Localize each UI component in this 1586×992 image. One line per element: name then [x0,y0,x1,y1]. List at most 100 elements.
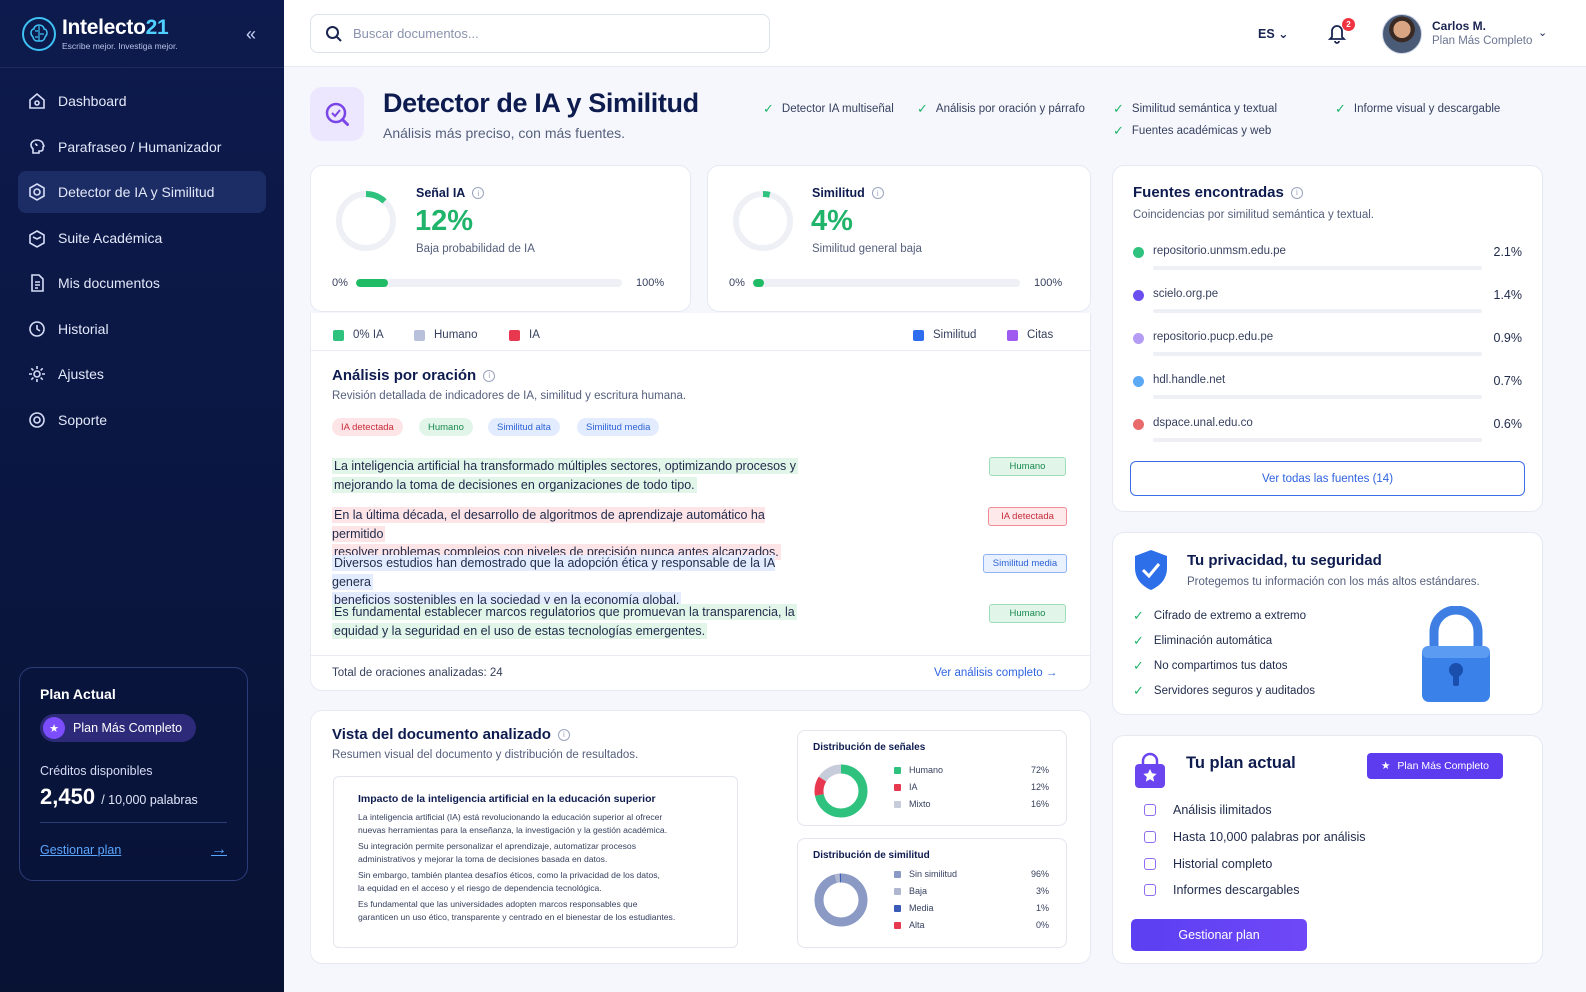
ai-signal-desc: Baja probabilidad de IA [416,243,535,255]
user-name[interactable]: Carlos M. [1432,19,1487,33]
sidebar-item-label: Mis documentos [58,275,160,291]
chip-ai-detected[interactable]: IA detectada [332,418,403,436]
shield-check-icon [1135,550,1167,590]
brain-icon [26,136,48,158]
sentence-item[interactable]: Es fundamental establecer marcos regulat… [332,604,797,639]
chip-similarity-high[interactable]: Similitud alta [488,418,560,436]
divider [311,350,1090,351]
source-dot-icon [1133,419,1144,430]
plan-badge: ★ Plan Más Completo [40,714,197,742]
plan-feature: Análisis ilimitados [1144,803,1272,817]
ai-signal-value: 12% [415,205,474,237]
analysis-title: Análisis por oración i [332,367,496,384]
arrow-right-icon: → [211,841,227,858]
chip-human[interactable]: Humano [419,418,473,436]
brand[interactable]: Intelecto21 Escribe mejor. Investiga mej… [22,16,178,51]
source-dot-icon [1133,290,1144,301]
analysis-subtitle: Revisión detallada de indicadores de IA,… [332,390,687,402]
doc-view-subtitle: Resumen visual del documento y distribuc… [332,749,639,761]
sidebar-item-label: Suite Académica [58,229,163,246]
sentence-tag-ai: IA detectada [988,507,1067,526]
feature-icon [1144,804,1156,816]
check-icon: ✓ [1113,123,1124,138]
sentence-item[interactable]: Diversos estudios han demostrado que la … [332,555,776,608]
sources-card [1112,165,1543,512]
topbar: ES ⌄ 2 Carlos M. Plan Más Completo ⌄ [284,0,1586,67]
sentence-item[interactable]: La inteligencia artificial ha transforma… [332,458,799,493]
doc-view-title: Vista del documento analizado i [332,726,570,743]
search-icon [326,25,342,42]
sidebar-item-label: Parafraseo / Humanizador [58,138,222,155]
sidebar-item-support[interactable]: Soporte [18,399,266,441]
donut-segment [814,873,868,927]
plan-feature: Hasta 10,000 palabras por análisis [1144,830,1365,844]
sentence-tag-similarity: Similitud media [983,554,1067,573]
sidebar-item-paraphrase[interactable]: Parafraseo / Humanizador [18,126,266,168]
credits-label: Créditos disponibles [40,764,153,778]
legend-human: Humano [414,329,477,341]
donut-segment [814,764,868,818]
sidebar-item-documents[interactable]: Mis documentos [18,262,266,304]
divider [311,655,1090,656]
sim-bar-min: 0% [729,277,745,289]
user-menu-chevron-icon[interactable]: ⌄ [1538,27,1548,39]
brand-name: Intelecto21 [62,16,169,39]
home-icon [26,90,48,112]
view-all-sources-button[interactable]: Ver todas las fuentes (14) [1130,461,1525,496]
sidebar-item-settings[interactable]: Ajustes [18,353,266,395]
avatar[interactable] [1382,14,1422,54]
sidebar-item-academic-suite[interactable]: Suite Académica [18,217,266,259]
doc-preview-title: Impacto de la inteligencia artificial en… [358,793,656,805]
view-full-analysis-link[interactable]: Ver análisis completo → [934,667,1058,679]
info-icon: i [871,187,884,199]
manage-plan-link[interactable]: Gestionar plan → [40,841,227,858]
sidebar-item-label: Dashboard [58,93,127,109]
notification-count-badge: 2 [1342,18,1355,31]
ai-signal-ring-fill [336,191,396,251]
star-icon: ★ [1380,760,1391,772]
search-box[interactable] [310,14,770,53]
sidebar-item-label: Historial [58,320,109,337]
document-icon [26,272,48,294]
sim-progress-fill [753,279,764,287]
notifications-button[interactable]: 2 [1326,18,1355,46]
doc-paragraph: Es fundamental que las universidades ado… [358,899,676,922]
sim-row-low: Baja 3% [894,886,1049,896]
star-icon: ★ [43,717,65,739]
sidebar-item-detector[interactable]: Detector de IA y Similitud [18,171,266,213]
sidebar-item-dashboard[interactable]: Dashboard [18,80,266,122]
plan-feature: Historial completo [1144,857,1272,871]
check-icon: ✓ [917,101,928,116]
search-input[interactable] [353,26,733,41]
manage-plan-button[interactable]: Gestionar plan [1131,919,1307,951]
doc-paragraph: La inteligencia artificial (IA) está rev… [358,812,668,835]
sim-row-high: Alta 0% [894,920,1049,930]
plan-card-title: Plan Actual [40,686,116,702]
document-preview[interactable]: Impacto de la inteligencia artificial en… [333,776,738,948]
collapse-sidebar-button[interactable]: « [246,24,257,44]
chip-similarity-medium[interactable]: Similitud media [577,418,660,436]
language-selector[interactable]: ES ⌄ [1258,27,1289,41]
sidebar-item-history[interactable]: Historial [18,308,266,350]
info-icon: i [557,728,570,741]
similarity-ring [733,191,793,251]
similarity-label: Similitud i [812,186,884,200]
sidebar-item-label: Detector de IA y Similitud [58,184,215,200]
ai-signal-label: Señal IA i [416,186,485,200]
page-subtitle: Análisis más preciso, con más fuentes. [383,125,625,141]
sentence-item[interactable]: En la última década, el desarrollo de al… [332,507,781,560]
donut-segment [814,764,868,818]
feature-item: ✓ Detector IA multiseñal [763,101,894,116]
legend-citations: Citas [1007,329,1053,341]
plan-pill[interactable]: ★ Plan Más Completo [1367,753,1503,779]
source-dot-icon [1133,376,1144,387]
sim-progress-bar [753,279,1020,287]
privacy-item: ✓ Eliminación automática [1133,633,1273,648]
sim-bar-max: 100% [1034,277,1063,289]
sources-subtitle: Coincidencias por similitud semántica y … [1133,209,1374,221]
similarity-donut [814,873,868,927]
doc-paragraph: Sin embargo, también plantea desafíos ét… [358,870,660,893]
feature-icon [1144,831,1156,843]
bell-icon [1327,25,1347,44]
check-icon: ✓ [1133,683,1144,698]
